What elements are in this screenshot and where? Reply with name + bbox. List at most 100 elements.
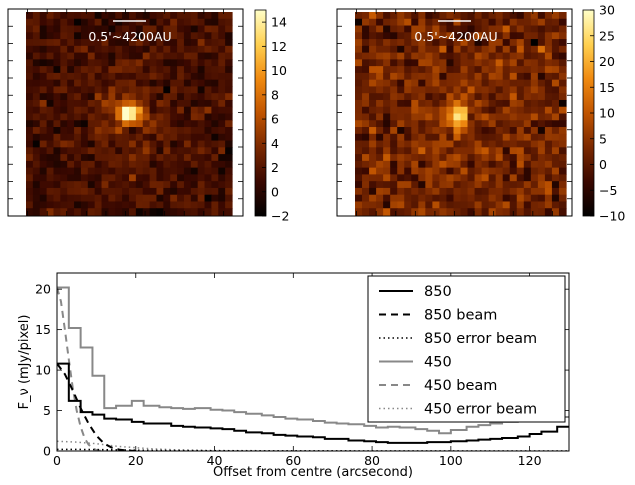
heatmap-cell xyxy=(474,140,483,148)
heatmap-cell xyxy=(355,18,363,27)
heatmap-cell xyxy=(218,106,226,115)
heatmap-cell xyxy=(383,201,391,209)
heatmap-cell xyxy=(87,167,96,175)
heatmap-cell xyxy=(355,32,363,40)
heatmap-cell xyxy=(204,106,212,115)
heatmap-cell xyxy=(39,25,48,33)
heatmap-cell xyxy=(439,59,448,67)
heatmap-cell xyxy=(439,25,448,33)
heatmap-cell xyxy=(129,59,137,67)
heatmap-cell xyxy=(177,201,185,209)
heatmap-cell xyxy=(197,93,206,101)
heatmap-cell xyxy=(509,113,518,121)
heatmap-cell xyxy=(204,120,212,128)
heatmap-cell xyxy=(523,133,532,142)
heatmap-cell xyxy=(355,187,363,196)
heatmap-cell xyxy=(46,99,55,108)
heatmap-cell xyxy=(32,187,41,196)
heatmap-cell xyxy=(355,167,363,175)
heatmap-cell xyxy=(439,160,448,169)
heatmap-cell xyxy=(32,12,41,20)
heatmap-cell xyxy=(446,45,455,54)
heatmap-cell xyxy=(53,133,61,142)
heatmap-cell xyxy=(404,113,412,121)
heatmap-cell xyxy=(355,52,363,60)
heatmap-cell xyxy=(156,133,164,142)
heatmap-cell xyxy=(135,86,144,94)
heatmap-cell xyxy=(530,147,539,155)
heatmap-cell xyxy=(122,99,130,108)
heatmap-cell xyxy=(135,127,144,135)
heatmap-cell xyxy=(142,79,151,88)
heatmap-cell xyxy=(530,25,539,33)
heatmap-cell xyxy=(225,120,233,128)
heatmap-cell xyxy=(460,93,469,101)
heatmap-cell xyxy=(74,133,82,142)
heatmap-cell xyxy=(530,160,539,169)
heatmap-cell xyxy=(544,45,553,54)
heatmap-cell xyxy=(190,25,199,33)
heatmap-cell xyxy=(467,127,476,135)
heatmap-cell xyxy=(149,147,158,155)
heatmap-cell xyxy=(460,174,469,182)
heatmap-cell xyxy=(177,25,185,33)
heatmap-cell xyxy=(369,18,377,27)
heatmap-cell xyxy=(60,113,68,121)
heatmap-cell xyxy=(467,32,476,40)
heatmap-cell xyxy=(197,201,206,209)
heatmap-cell xyxy=(46,147,55,155)
heatmap-cell xyxy=(94,174,103,182)
heatmap-cell xyxy=(74,194,82,203)
heatmap-cell xyxy=(53,72,61,81)
colorbar-tick-label: 15 xyxy=(599,80,615,95)
heatmap-cell xyxy=(129,93,137,101)
heatmap-cell xyxy=(53,160,61,169)
heatmap-cell xyxy=(53,66,61,74)
heatmap-cell xyxy=(425,45,433,54)
heatmap-cell xyxy=(516,154,525,162)
heatmap-cell xyxy=(523,154,532,162)
heatmap-cell xyxy=(460,59,469,67)
heatmap-cell xyxy=(170,167,178,175)
heatmap-cell xyxy=(46,133,55,142)
heatmap-cell xyxy=(383,174,391,182)
heatmap-cell xyxy=(397,133,405,142)
heatmap-cell xyxy=(211,147,219,155)
heatmap-cell xyxy=(156,79,164,88)
heatmap-cell xyxy=(32,52,41,60)
heatmap-cell xyxy=(551,194,560,203)
heatmap-cell xyxy=(183,79,192,88)
heatmap-cell xyxy=(129,133,137,142)
heatmap-cell xyxy=(197,154,206,162)
heatmap-cell xyxy=(177,154,185,162)
heatmap-cell xyxy=(488,194,497,203)
heatmap-cell xyxy=(149,113,158,121)
heatmap-cell xyxy=(376,106,384,115)
heatmap-cell xyxy=(177,140,185,148)
heatmap-cell xyxy=(404,79,412,88)
heatmap-cell xyxy=(390,66,398,74)
heatmap-cell xyxy=(87,66,96,74)
heatmap-cell xyxy=(39,59,48,67)
heatmap-cell xyxy=(544,133,553,142)
heatmap-cell xyxy=(142,99,151,108)
heatmap-cell xyxy=(446,99,455,108)
heatmap-cell xyxy=(26,133,34,142)
heatmap-cell xyxy=(516,32,525,40)
heatmap-cell xyxy=(177,194,185,203)
heatmap-cell xyxy=(163,18,171,27)
heatmap-cell xyxy=(411,39,419,47)
heatmap-cell xyxy=(94,52,103,60)
heatmap-cell xyxy=(397,59,405,67)
heatmap-cell xyxy=(26,52,34,60)
heatmap-cell xyxy=(558,154,567,162)
heatmap-cell xyxy=(170,187,178,196)
heatmap-cell xyxy=(46,66,55,74)
heatmap-cell xyxy=(488,79,497,88)
heatmap-cell xyxy=(204,79,212,88)
heatmap-cell xyxy=(474,160,483,169)
heatmap-cell xyxy=(509,147,518,155)
heatmap-cell xyxy=(60,32,68,40)
heatmap-cell xyxy=(135,154,144,162)
heatmap-cell xyxy=(156,52,164,60)
